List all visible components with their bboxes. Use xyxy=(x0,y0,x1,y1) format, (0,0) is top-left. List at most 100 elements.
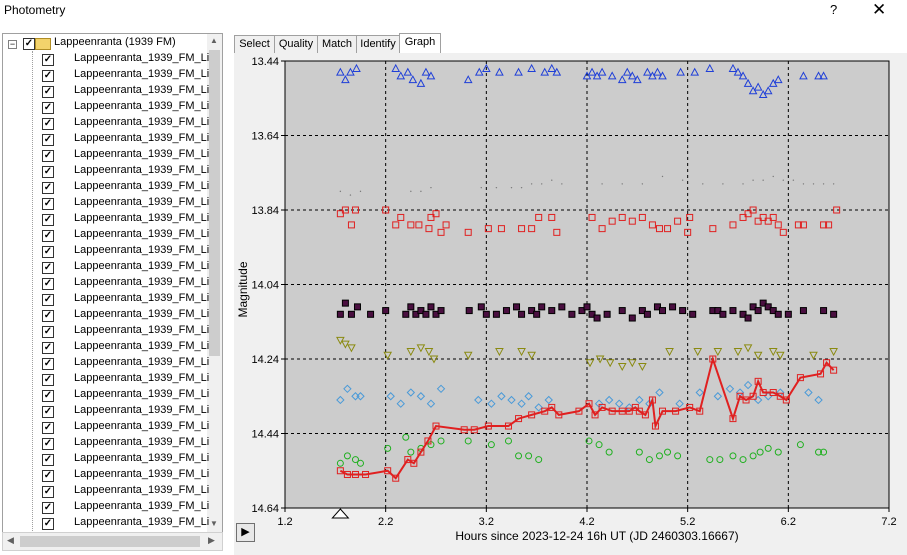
item-checkbox[interactable]: ✓ xyxy=(42,118,54,130)
data-point xyxy=(743,344,753,353)
item-checkbox[interactable]: ✓ xyxy=(42,86,54,98)
tree-vertical-scrollbar[interactable]: ▲ ▼ xyxy=(207,34,222,532)
tree-item[interactable]: ✓ Lappeenranta_1939_FM_Li xyxy=(3,51,209,67)
tree-item[interactable]: ✓ Lappeenranta_1939_FM_Li xyxy=(3,291,209,307)
data-point xyxy=(528,411,536,419)
data-point xyxy=(833,206,841,214)
item-checkbox[interactable]: ✓ xyxy=(42,358,54,370)
tab-select[interactable]: Select xyxy=(234,35,275,53)
tree-horizontal-scrollbar[interactable]: ◀ ▶ xyxy=(2,532,223,551)
item-checkbox[interactable]: ✓ xyxy=(42,246,54,258)
item-checkbox[interactable]: ✓ xyxy=(42,214,54,226)
series-line xyxy=(339,355,835,480)
data-point xyxy=(548,307,556,315)
tree-item[interactable]: ✓ Lappeenranta_1939_FM_Li xyxy=(3,179,209,195)
tab-graph[interactable]: Graph xyxy=(399,33,441,54)
tree-item[interactable]: ✓ Lappeenranta_1939_FM_Li xyxy=(3,387,209,403)
item-checkbox[interactable]: ✓ xyxy=(42,54,54,66)
tree-item[interactable]: ✓ Lappeenranta_1939_FM_Li xyxy=(3,499,209,515)
data-point xyxy=(653,67,662,76)
scrollbar-thumb[interactable] xyxy=(20,536,200,547)
data-point xyxy=(416,78,426,87)
item-checkbox[interactable]: ✓ xyxy=(42,470,54,482)
tree-item[interactable]: ✓ Lappeenranta_1939_FM_Li xyxy=(3,67,209,83)
data-point xyxy=(763,86,773,95)
tree-item[interactable]: ✓ Lappeenranta_1939_FM_Li xyxy=(3,275,209,291)
data-point xyxy=(541,183,543,185)
item-checkbox[interactable]: ✓ xyxy=(42,326,54,338)
help-button[interactable]: ? xyxy=(830,2,838,17)
tree-item[interactable]: ✓ Lappeenranta_1939_FM_Li xyxy=(3,323,209,339)
item-checkbox[interactable]: ✓ xyxy=(42,454,54,466)
tree-item[interactable]: ✓ Lappeenranta_1939_FM_Li xyxy=(3,355,209,371)
item-checkbox[interactable]: ✓ xyxy=(42,502,54,514)
tree-item[interactable]: ✓ Lappeenranta_1939_FM_Li xyxy=(3,227,209,243)
tree-item[interactable]: ✓ Lappeenranta_1939_FM_Li xyxy=(3,195,209,211)
data-point xyxy=(812,183,815,185)
item-checkbox[interactable]: ✓ xyxy=(42,374,54,386)
tree-item[interactable]: ✓ Lappeenranta_1939_FM_Li xyxy=(3,339,209,355)
item-checkbox[interactable]: ✓ xyxy=(42,198,54,210)
item-checkbox[interactable]: ✓ xyxy=(42,310,54,322)
tree-item[interactable]: ✓ Lappeenranta_1939_FM_Li xyxy=(3,115,209,131)
tree-item[interactable]: ✓ Lappeenranta_1939_FM_Li xyxy=(3,307,209,323)
tree-item[interactable]: ✓ Lappeenranta_1939_FM_Li xyxy=(3,163,209,179)
scroll-up-icon[interactable]: ▲ xyxy=(210,36,218,45)
data-point xyxy=(432,210,440,218)
data-point xyxy=(465,307,473,315)
item-checkbox[interactable]: ✓ xyxy=(42,342,54,354)
tree-item-label: Lappeenranta_1939_FM_Li xyxy=(74,484,210,496)
data-point xyxy=(764,217,772,225)
item-checkbox[interactable]: ✓ xyxy=(42,166,54,178)
tree-item[interactable]: ✓ Lappeenranta_1939_FM_Li xyxy=(3,467,209,483)
scrollbar-thumb[interactable] xyxy=(209,50,220,356)
item-checkbox[interactable]: ✓ xyxy=(42,422,54,434)
data-point xyxy=(638,362,647,372)
data-point xyxy=(407,448,415,456)
data-point xyxy=(396,399,405,408)
root-checkbox[interactable]: ✓ xyxy=(23,38,35,50)
close-button[interactable]: ✕ xyxy=(872,0,887,19)
data-point xyxy=(759,389,767,397)
tree-item[interactable]: ✓ Lappeenranta_1939_FM_Li xyxy=(3,131,209,147)
tree-item[interactable]: ✓ Lappeenranta_1939_FM_Li xyxy=(3,259,209,275)
tree-item[interactable]: ✓ Lappeenranta_1939_FM_Li xyxy=(3,435,209,451)
item-checkbox[interactable]: ✓ xyxy=(42,406,54,418)
item-checkbox[interactable]: ✓ xyxy=(42,438,54,450)
tree-item[interactable]: ✓ Lappeenranta_1939_FM_Li xyxy=(3,403,209,419)
tree-item[interactable]: ✓ Lappeenranta_1939_FM_Li xyxy=(3,211,209,227)
data-point xyxy=(482,310,490,318)
data-point xyxy=(527,63,536,72)
tree-item[interactable]: ✓ Lappeenranta_1939_FM_Li xyxy=(3,419,209,435)
tree-item[interactable]: ✓ Lappeenranta_1939_FM_Li xyxy=(3,147,209,163)
file-tree[interactable]: ▲ ▼ − ✓ Lappeenranta (1939 FM) ✓ Lappeenrant… xyxy=(2,33,223,533)
tree-item[interactable]: ✓ Lappeenranta_1939_FM_Li xyxy=(3,99,209,115)
scroll-right-icon[interactable]: ▶ xyxy=(208,535,215,545)
item-checkbox[interactable]: ✓ xyxy=(42,150,54,162)
tree-item[interactable]: ✓ Lappeenranta_1939_FM_Li xyxy=(3,515,209,531)
item-checkbox[interactable]: ✓ xyxy=(42,518,54,530)
tree-root[interactable]: − ✓ Lappeenranta (1939 FM) xyxy=(3,35,203,51)
item-checkbox[interactable]: ✓ xyxy=(42,262,54,274)
tree-item[interactable]: ✓ Lappeenranta_1939_FM_Li xyxy=(3,451,209,467)
tree-item[interactable]: ✓ Lappeenranta_1939_FM_Li xyxy=(3,83,209,99)
tree-item[interactable]: ✓ Lappeenranta_1939_FM_Li xyxy=(3,243,209,259)
item-checkbox[interactable]: ✓ xyxy=(42,102,54,114)
item-checkbox[interactable]: ✓ xyxy=(42,70,54,82)
item-checkbox[interactable]: ✓ xyxy=(42,230,54,242)
scroll-down-icon[interactable]: ▼ xyxy=(210,519,218,528)
item-checkbox[interactable]: ✓ xyxy=(42,390,54,402)
tree-item-label: Lappeenranta_1939_FM_Li xyxy=(74,276,210,288)
data-point xyxy=(728,63,738,72)
item-checkbox[interactable]: ✓ xyxy=(42,486,54,498)
item-checkbox[interactable]: ✓ xyxy=(42,134,54,146)
tree-item[interactable]: ✓ Lappeenranta_1939_FM_Li xyxy=(3,371,209,387)
item-checkbox[interactable]: ✓ xyxy=(42,278,54,290)
collapse-icon[interactable]: − xyxy=(8,39,17,49)
tab-identify[interactable]: Identify xyxy=(356,35,400,53)
scroll-left-icon[interactable]: ◀ xyxy=(7,535,14,545)
tree-item[interactable]: ✓ Lappeenranta_1939_FM_Li xyxy=(3,483,209,499)
item-checkbox[interactable]: ✓ xyxy=(42,294,54,306)
play-button[interactable]: ▶ xyxy=(236,523,255,542)
item-checkbox[interactable]: ✓ xyxy=(42,182,54,194)
